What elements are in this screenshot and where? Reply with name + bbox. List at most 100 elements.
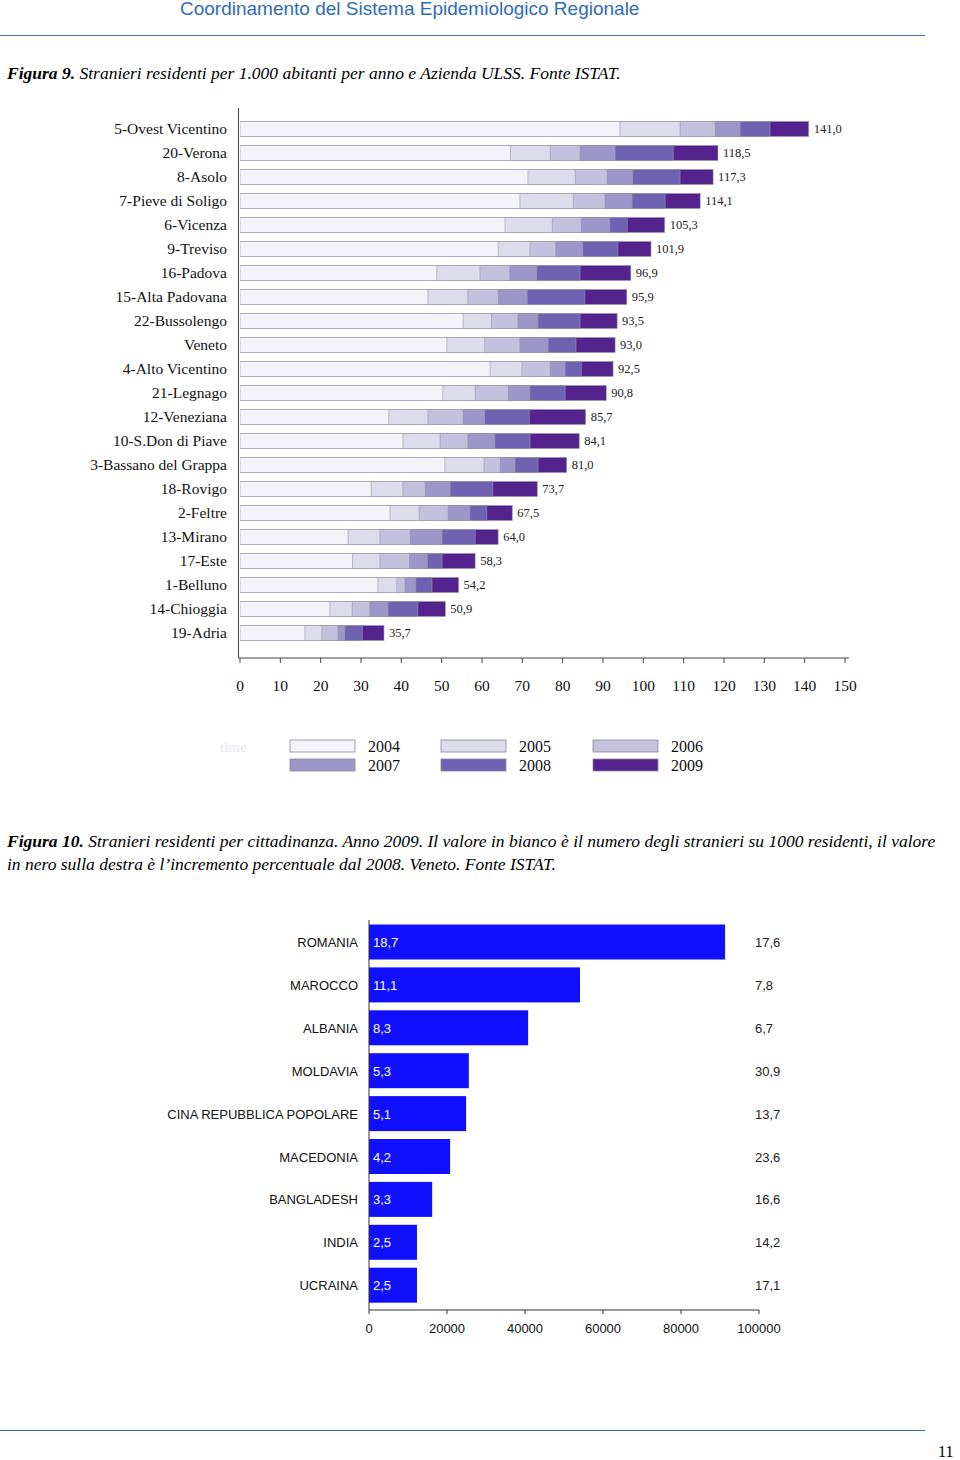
x-tick xyxy=(522,658,523,663)
bar xyxy=(240,554,475,569)
x-tick-label: 60 xyxy=(474,677,490,694)
bar xyxy=(240,290,585,305)
category-label: ALBANIA xyxy=(303,1021,358,1036)
x-tick-label: 20 xyxy=(313,677,329,694)
bar xyxy=(240,218,552,233)
rate-label: 5,3 xyxy=(373,1064,391,1079)
caption-label: Figura 10. xyxy=(7,831,84,851)
bar xyxy=(240,602,330,617)
legend-label: 2007 xyxy=(368,757,400,774)
chart-1: 5-Ovest Vicentino20-Verona8-Asolo7-Pieve… xyxy=(90,108,857,774)
rate-label: 11,1 xyxy=(373,978,397,993)
x-tick-label: 10 xyxy=(273,677,289,694)
x-tick xyxy=(759,1310,760,1314)
bar xyxy=(240,194,520,209)
increase-label: 30,9 xyxy=(755,1064,780,1079)
bar xyxy=(240,218,581,233)
x-tick xyxy=(681,1310,682,1314)
x-tick xyxy=(804,658,805,663)
y-axis-line xyxy=(369,920,370,1310)
bar xyxy=(240,290,428,305)
bar xyxy=(240,146,718,161)
data-label: 105,3 xyxy=(670,218,698,232)
rate-label: 2,5 xyxy=(373,1278,391,1293)
bar xyxy=(240,626,338,641)
x-tick-label: 90 xyxy=(595,677,611,694)
bar xyxy=(240,410,485,425)
bar xyxy=(369,1010,528,1045)
legend-label: 2006 xyxy=(671,738,703,755)
data-label: 118,5 xyxy=(723,146,751,160)
bar xyxy=(240,626,322,641)
bar xyxy=(240,242,618,257)
bar xyxy=(240,314,580,329)
category-label: 5-Ovest Vicentino xyxy=(114,120,227,137)
bar xyxy=(240,146,510,161)
caption-text: Stranieri residenti per cittadinanza. An… xyxy=(7,831,935,874)
bar xyxy=(240,194,700,209)
data-label: 114,1 xyxy=(705,194,733,208)
increase-label: 13,7 xyxy=(755,1107,780,1122)
x-tick xyxy=(482,658,483,663)
x-tick-label: 80000 xyxy=(663,1321,699,1336)
bar xyxy=(240,530,348,545)
category-label: Veneto xyxy=(184,336,227,353)
bar xyxy=(240,506,448,521)
bar xyxy=(240,266,580,281)
bar xyxy=(240,194,605,209)
increase-label: 7,8 xyxy=(755,978,773,993)
bar xyxy=(240,578,397,593)
bar xyxy=(240,578,378,593)
increase-label: 23,6 xyxy=(755,1150,780,1165)
bar xyxy=(240,602,352,617)
bar xyxy=(240,554,442,569)
bar xyxy=(240,146,550,161)
x-tick xyxy=(683,658,684,663)
bar xyxy=(240,266,510,281)
x-tick xyxy=(724,658,725,663)
bar xyxy=(240,362,490,377)
data-label: 95,9 xyxy=(632,290,654,304)
bar xyxy=(240,626,362,641)
bar xyxy=(240,386,565,401)
rate-label: 18,7 xyxy=(373,935,398,950)
x-tick xyxy=(603,658,604,663)
bar xyxy=(240,338,576,353)
bar xyxy=(240,578,459,593)
bar xyxy=(240,458,515,473)
bar xyxy=(240,602,445,617)
bar xyxy=(240,602,418,617)
bar xyxy=(240,578,416,593)
legend-swatch xyxy=(441,759,506,771)
legend-label: 2009 xyxy=(671,757,703,774)
legend-swatch xyxy=(441,740,506,752)
increase-label: 14,2 xyxy=(755,1235,780,1250)
charts: 5-Ovest Vicentino20-Verona8-Asolo7-Pieve… xyxy=(0,0,960,1460)
bar xyxy=(240,482,493,497)
x-tick xyxy=(845,658,846,663)
data-label: 81,0 xyxy=(572,458,594,472)
bar xyxy=(240,578,405,593)
x-tick xyxy=(280,658,281,663)
data-label: 84,1 xyxy=(584,434,606,448)
category-label: MAROCCO xyxy=(290,978,358,993)
bar xyxy=(240,458,445,473)
x-tick xyxy=(361,658,362,663)
bar xyxy=(240,386,475,401)
bar xyxy=(240,482,450,497)
bar xyxy=(240,218,505,233)
data-label: 101,9 xyxy=(656,242,684,256)
bar xyxy=(240,530,475,545)
chart-2: ROMANIAMAROCCOALBANIAMOLDAVIACINA REPUBB… xyxy=(167,920,780,1336)
bar xyxy=(240,170,713,185)
legend-label: 2005 xyxy=(519,738,551,755)
bar xyxy=(240,242,498,257)
bar xyxy=(240,218,610,233)
x-tick-label: 150 xyxy=(833,677,857,694)
bar xyxy=(240,170,633,185)
bar xyxy=(240,338,485,353)
bar xyxy=(240,362,613,377)
bar xyxy=(240,602,388,617)
bar xyxy=(240,458,567,473)
category-label: 1-Belluno xyxy=(165,576,227,593)
